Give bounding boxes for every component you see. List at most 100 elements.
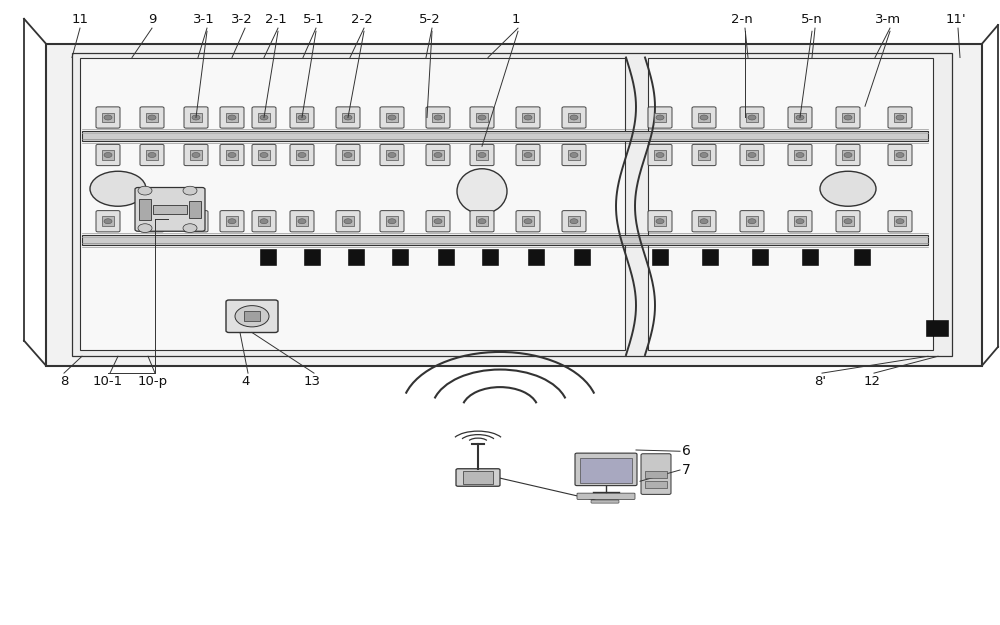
- Bar: [304, 249, 320, 265]
- FancyBboxPatch shape: [290, 107, 314, 128]
- Bar: [72, 53, 952, 356]
- Bar: [842, 112, 854, 123]
- Circle shape: [344, 152, 352, 158]
- Bar: [522, 150, 534, 160]
- Text: 8': 8': [814, 375, 826, 388]
- FancyBboxPatch shape: [692, 107, 716, 128]
- FancyBboxPatch shape: [220, 107, 244, 128]
- Circle shape: [570, 152, 578, 158]
- Bar: [894, 216, 906, 226]
- Bar: [476, 216, 488, 226]
- Circle shape: [388, 115, 396, 120]
- Bar: [342, 112, 354, 123]
- Circle shape: [748, 115, 756, 120]
- FancyBboxPatch shape: [740, 144, 764, 166]
- Circle shape: [844, 219, 852, 224]
- Circle shape: [104, 152, 112, 158]
- FancyBboxPatch shape: [135, 188, 205, 231]
- Bar: [645, 481, 667, 488]
- FancyBboxPatch shape: [788, 107, 812, 128]
- Text: 5-1: 5-1: [303, 13, 325, 26]
- Circle shape: [844, 115, 852, 120]
- Circle shape: [344, 219, 352, 224]
- Circle shape: [228, 152, 236, 158]
- Text: 3-2: 3-2: [231, 13, 253, 26]
- FancyBboxPatch shape: [516, 211, 540, 232]
- Text: 11': 11': [946, 13, 966, 26]
- Circle shape: [524, 219, 532, 224]
- Circle shape: [104, 115, 112, 120]
- Text: 8: 8: [60, 375, 68, 388]
- FancyBboxPatch shape: [426, 144, 450, 166]
- FancyBboxPatch shape: [516, 144, 540, 166]
- Circle shape: [228, 219, 236, 224]
- Circle shape: [896, 152, 904, 158]
- Bar: [226, 112, 238, 123]
- Circle shape: [344, 115, 352, 120]
- Bar: [348, 249, 364, 265]
- Bar: [645, 471, 667, 478]
- Circle shape: [434, 115, 442, 120]
- Bar: [190, 216, 202, 226]
- FancyBboxPatch shape: [426, 107, 450, 128]
- Bar: [102, 216, 114, 226]
- Bar: [102, 112, 114, 123]
- FancyBboxPatch shape: [252, 144, 276, 166]
- FancyBboxPatch shape: [648, 107, 672, 128]
- FancyBboxPatch shape: [252, 107, 276, 128]
- Circle shape: [478, 152, 486, 158]
- Circle shape: [478, 219, 486, 224]
- FancyBboxPatch shape: [836, 211, 860, 232]
- Bar: [482, 249, 498, 265]
- Bar: [568, 150, 580, 160]
- Bar: [746, 216, 758, 226]
- Bar: [296, 150, 308, 160]
- Circle shape: [896, 219, 904, 224]
- Text: 2-1: 2-1: [265, 13, 287, 26]
- Bar: [522, 112, 534, 123]
- Bar: [654, 150, 666, 160]
- Bar: [894, 112, 906, 123]
- Bar: [698, 112, 710, 123]
- Circle shape: [148, 219, 156, 224]
- Circle shape: [260, 152, 268, 158]
- FancyBboxPatch shape: [740, 211, 764, 232]
- FancyBboxPatch shape: [888, 107, 912, 128]
- Bar: [139, 199, 151, 220]
- Circle shape: [90, 171, 146, 206]
- FancyBboxPatch shape: [470, 211, 494, 232]
- Circle shape: [524, 152, 532, 158]
- FancyBboxPatch shape: [888, 211, 912, 232]
- Circle shape: [298, 115, 306, 120]
- Circle shape: [434, 152, 442, 158]
- FancyBboxPatch shape: [562, 144, 586, 166]
- Text: 5-2: 5-2: [419, 13, 441, 26]
- Bar: [46, 44, 982, 366]
- Circle shape: [148, 152, 156, 158]
- Circle shape: [148, 115, 156, 120]
- Text: 7: 7: [682, 463, 691, 477]
- Circle shape: [796, 219, 804, 224]
- Circle shape: [748, 152, 756, 158]
- FancyBboxPatch shape: [380, 211, 404, 232]
- Bar: [82, 131, 928, 141]
- FancyBboxPatch shape: [96, 211, 120, 232]
- FancyBboxPatch shape: [96, 107, 120, 128]
- Bar: [226, 216, 238, 226]
- Bar: [386, 112, 398, 123]
- FancyBboxPatch shape: [516, 107, 540, 128]
- Text: 6: 6: [682, 444, 691, 458]
- Circle shape: [192, 152, 200, 158]
- Bar: [746, 112, 758, 123]
- Text: 5-n: 5-n: [801, 13, 823, 26]
- Text: 9: 9: [148, 13, 156, 26]
- Text: 2-2: 2-2: [351, 13, 373, 26]
- FancyBboxPatch shape: [140, 144, 164, 166]
- Bar: [654, 216, 666, 226]
- FancyBboxPatch shape: [648, 144, 672, 166]
- FancyBboxPatch shape: [184, 211, 208, 232]
- Bar: [476, 112, 488, 123]
- Bar: [528, 249, 544, 265]
- FancyBboxPatch shape: [380, 144, 404, 166]
- Bar: [894, 150, 906, 160]
